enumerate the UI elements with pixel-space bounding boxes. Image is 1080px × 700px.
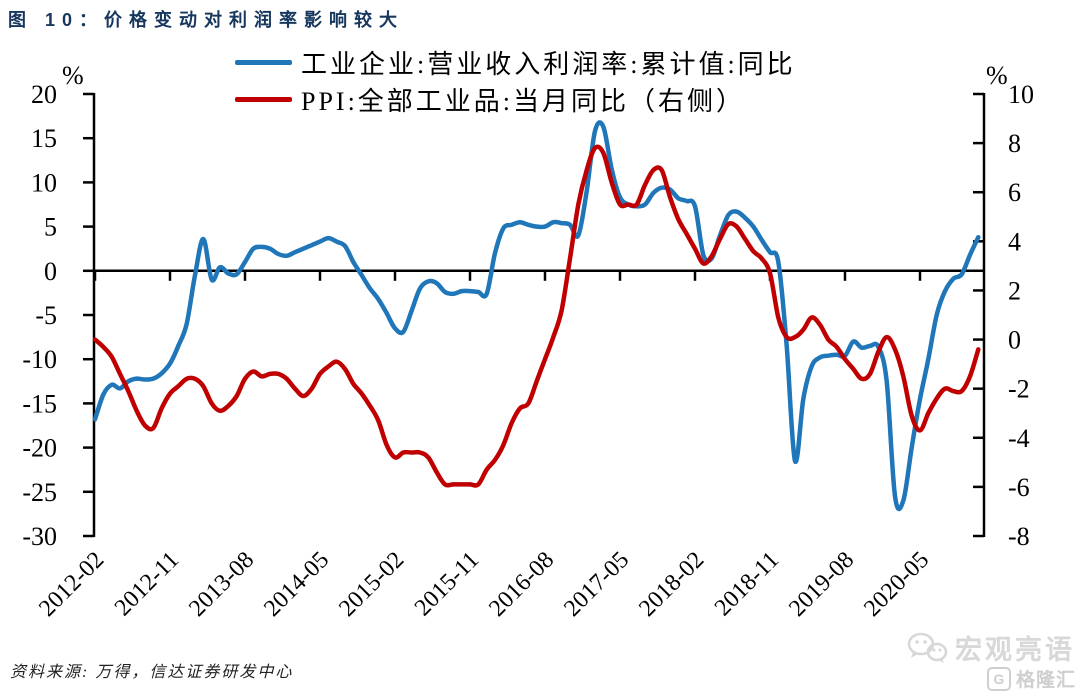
chart-legend: 工业企业:营业收入利润率:累计值:同比 PPI:全部工业品:当月同比（右侧） — [235, 44, 796, 118]
y-axis-right-label: -4 — [1008, 424, 1030, 453]
y-axis-left-label: -5 — [35, 301, 57, 330]
wechat-account-label: 宏观亮语 — [955, 635, 1075, 665]
figure-title: 图 10：价格变动对利润率影响较大 — [8, 10, 405, 30]
profit-margin-series-line — [92, 120, 981, 512]
gelonghui-label: 格隆汇 — [1015, 670, 1076, 691]
x-axis-label: 2012-11 — [110, 547, 184, 621]
legend-item-profit-margin: 工业企业:营业收入利润率:累计值:同比 — [235, 44, 796, 81]
legend-swatch — [235, 97, 292, 102]
y-axis-left-label: 0 — [44, 257, 57, 286]
legend-item-ppi: PPI:全部工业品:当月同比（右侧） — [235, 81, 796, 118]
y-axis-left-label: -15 — [22, 389, 57, 418]
wechat-watermark: 宏观亮语 — [906, 628, 1075, 667]
x-axis-label: 2020-05 — [859, 547, 934, 622]
gelonghui-watermark: G 格隆汇 — [986, 665, 1076, 692]
y-axis-left-label: -10 — [22, 345, 57, 374]
x-axis-label: 2019-08 — [784, 547, 859, 622]
source-note: 资料来源: 万得，信达证券研发中心 — [10, 664, 294, 681]
legend-swatch — [235, 60, 292, 65]
x-axis-label: 2015-02 — [334, 547, 409, 622]
y-axis-right-label: 6 — [1008, 178, 1021, 207]
y-axis-right-label: -6 — [1008, 473, 1030, 502]
y-axis-left-label: -20 — [22, 434, 57, 463]
y-axis-left-label: 20 — [31, 80, 57, 109]
x-axis-label: 2017-05 — [559, 547, 634, 622]
x-axis-label: 2015-11 — [410, 547, 484, 621]
y-axis-right-label: 2 — [1008, 276, 1021, 305]
y-axis-left-label: 15 — [31, 124, 57, 153]
x-axis-label: 2018-02 — [634, 547, 709, 622]
ppi-series-line — [92, 144, 981, 488]
y-axis-right-label: 8 — [1008, 129, 1021, 158]
legend-label-profit-margin: 工业企业:营业收入利润率:累计值:同比 — [301, 50, 796, 79]
wechat-chat-bubbles-icon — [906, 631, 948, 665]
right-axis-unit-label: % — [986, 61, 1008, 90]
y-axis-right-label: 0 — [1008, 326, 1021, 355]
y-axis-left-label: 5 — [44, 213, 57, 242]
x-axis-label: 2012-02 — [34, 547, 109, 622]
y-axis-left-label: -30 — [22, 522, 57, 551]
y-axis-right-label: 10 — [1008, 80, 1034, 109]
gelonghui-logo-icon: G — [986, 666, 1011, 691]
y-axis-left-label: 10 — [31, 168, 57, 197]
x-axis-label: 2016-08 — [484, 547, 559, 622]
x-axis-label: 2014-05 — [259, 547, 334, 622]
y-axis-right-label: -2 — [1008, 375, 1030, 404]
x-axis-label: 2018-11 — [710, 547, 784, 621]
y-axis-left-label: -25 — [22, 478, 57, 507]
y-axis-right-label: -8 — [1008, 522, 1030, 551]
y-axis-right-label: 4 — [1008, 227, 1021, 256]
x-axis-label: 2013-08 — [184, 547, 259, 622]
legend-label-ppi: PPI:全部工业品:当月同比（右侧） — [301, 87, 746, 116]
left-axis-unit-label: % — [62, 61, 84, 90]
